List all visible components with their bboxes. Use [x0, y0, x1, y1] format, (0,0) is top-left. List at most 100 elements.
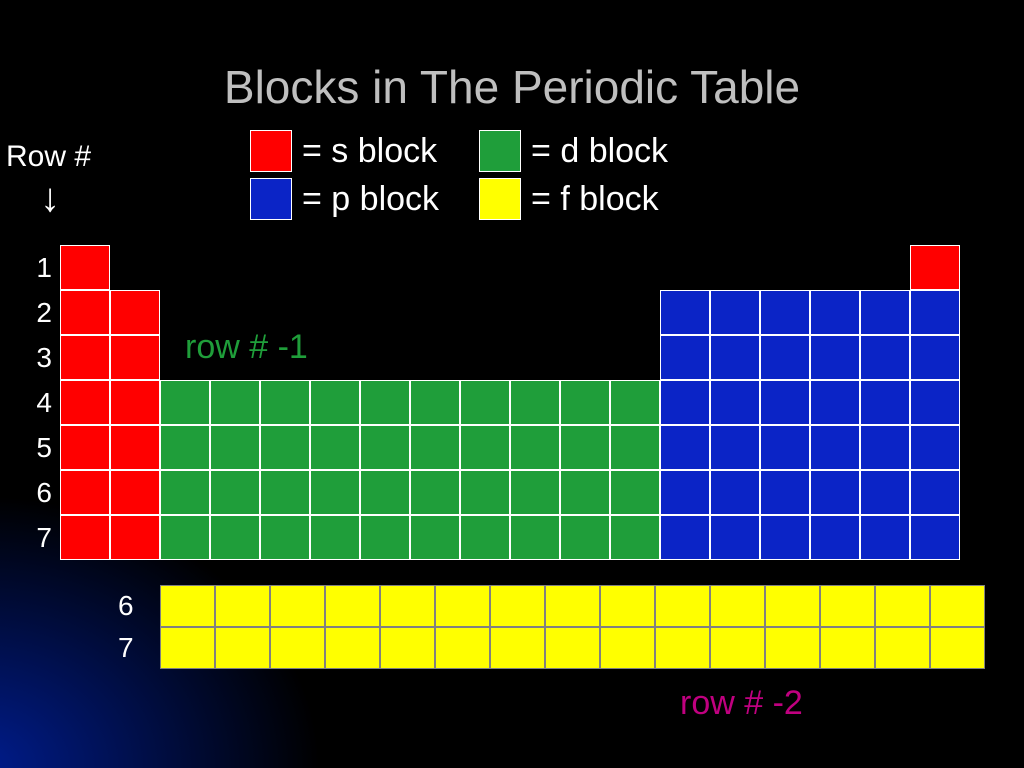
element-cell-f — [930, 585, 985, 627]
element-cell-d — [160, 425, 210, 470]
row-label: 5 — [28, 425, 52, 470]
element-cell-s — [910, 245, 960, 290]
element-cell-f — [270, 627, 325, 669]
element-cell-d — [260, 380, 310, 425]
element-cell-d — [210, 470, 260, 515]
element-cell-f — [710, 585, 765, 627]
element-cell-d — [560, 515, 610, 560]
legend-swatch-d — [479, 130, 521, 172]
legend-label-f: = f block — [531, 180, 698, 219]
element-cell-d — [360, 380, 410, 425]
main-row-labels: 1234567 — [28, 245, 52, 560]
element-cell-f — [930, 627, 985, 669]
f-block-row-labels: 67 — [118, 585, 134, 669]
element-cell-p — [660, 290, 710, 335]
element-cell-p — [760, 515, 810, 560]
element-cell-p — [910, 380, 960, 425]
row-label: 7 — [118, 627, 134, 669]
element-cell-d — [610, 380, 660, 425]
element-cell-d — [160, 515, 210, 560]
element-cell-f — [435, 585, 490, 627]
element-cell-s — [110, 380, 160, 425]
element-cell-p — [660, 425, 710, 470]
legend-swatch-f — [479, 178, 521, 220]
legend-label-p: = p block — [302, 180, 469, 219]
element-cell-f — [270, 585, 325, 627]
row-label: 6 — [28, 470, 52, 515]
element-cell-f — [710, 627, 765, 669]
row-label: 7 — [28, 515, 52, 560]
element-cell-s — [60, 470, 110, 515]
element-cell-d — [560, 425, 610, 470]
row-label: 4 — [28, 380, 52, 425]
legend-swatch-p — [250, 178, 292, 220]
d-block-caption: row # -1 — [185, 328, 308, 367]
element-cell-f — [600, 627, 655, 669]
row-label: 2 — [28, 290, 52, 335]
element-cell-f — [655, 627, 710, 669]
element-cell-f — [765, 585, 820, 627]
element-cell-p — [710, 380, 760, 425]
element-cell-d — [260, 470, 310, 515]
element-cell-d — [210, 425, 260, 470]
element-cell-s — [60, 290, 110, 335]
element-cell-d — [310, 470, 360, 515]
element-cell-d — [360, 515, 410, 560]
element-cell-f — [160, 585, 215, 627]
element-cell-f — [160, 627, 215, 669]
element-cell-d — [410, 515, 460, 560]
element-cell-p — [660, 515, 710, 560]
element-cell-f — [490, 627, 545, 669]
element-cell-p — [660, 335, 710, 380]
element-cell-f — [820, 585, 875, 627]
element-cell-d — [310, 380, 360, 425]
element-cell-f — [215, 585, 270, 627]
element-cell-s — [60, 515, 110, 560]
element-cell-d — [460, 515, 510, 560]
element-cell-p — [810, 425, 860, 470]
element-cell-f — [380, 627, 435, 669]
element-cell-p — [860, 380, 910, 425]
element-cell-p — [860, 290, 910, 335]
element-cell-p — [860, 425, 910, 470]
element-cell-p — [910, 425, 960, 470]
periodic-table-f-block — [160, 585, 985, 669]
element-cell-d — [610, 515, 660, 560]
element-cell-f — [435, 627, 490, 669]
element-cell-f — [875, 627, 930, 669]
element-cell-d — [160, 470, 210, 515]
element-cell-f — [215, 627, 270, 669]
element-cell-d — [360, 470, 410, 515]
element-cell-s — [110, 290, 160, 335]
element-cell-f — [325, 627, 380, 669]
element-cell-f — [820, 627, 875, 669]
element-cell-f — [380, 585, 435, 627]
legend: = s block = d block = p block = f block — [250, 130, 698, 220]
element-cell-s — [60, 425, 110, 470]
element-cell-d — [460, 470, 510, 515]
element-cell-d — [210, 515, 260, 560]
element-cell-d — [560, 380, 610, 425]
element-cell-f — [765, 627, 820, 669]
element-cell-s — [110, 425, 160, 470]
element-cell-d — [560, 470, 610, 515]
element-cell-d — [410, 470, 460, 515]
element-cell-d — [610, 470, 660, 515]
element-cell-d — [510, 470, 560, 515]
element-cell-d — [460, 425, 510, 470]
legend-label-s: = s block — [302, 132, 469, 171]
element-cell-p — [760, 335, 810, 380]
element-cell-f — [490, 585, 545, 627]
element-cell-d — [610, 425, 660, 470]
element-cell-d — [410, 425, 460, 470]
element-cell-p — [760, 470, 810, 515]
element-cell-d — [510, 425, 560, 470]
element-cell-d — [210, 380, 260, 425]
element-cell-d — [510, 515, 560, 560]
element-cell-p — [810, 335, 860, 380]
element-cell-f — [545, 585, 600, 627]
element-cell-s — [110, 470, 160, 515]
element-cell-s — [110, 515, 160, 560]
element-cell-p — [810, 290, 860, 335]
element-cell-p — [760, 380, 810, 425]
